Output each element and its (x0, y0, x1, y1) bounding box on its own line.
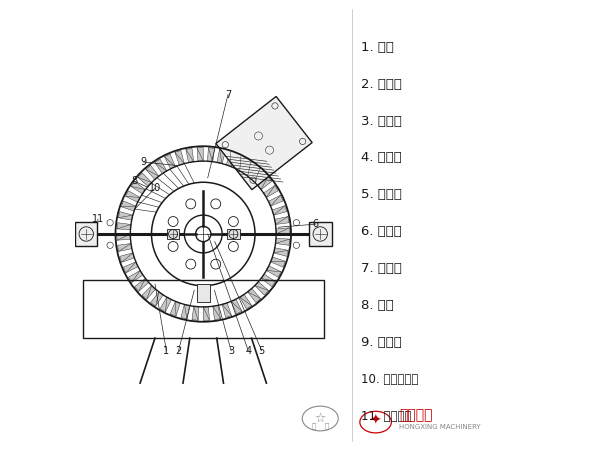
Polygon shape (117, 223, 131, 230)
Polygon shape (128, 270, 143, 283)
Polygon shape (146, 166, 159, 180)
Text: ☆: ☆ (314, 412, 326, 425)
Text: 红星机器: 红星机器 (399, 408, 433, 422)
Polygon shape (134, 279, 149, 292)
Bar (309, 222, 331, 246)
Polygon shape (244, 162, 256, 176)
Polygon shape (170, 302, 180, 316)
Polygon shape (120, 253, 134, 262)
Bar (75, 222, 97, 246)
Polygon shape (208, 148, 215, 162)
Polygon shape (186, 148, 194, 162)
Polygon shape (118, 243, 132, 252)
Text: 10. 弧形内衬板: 10. 弧形内衬板 (361, 373, 418, 386)
Polygon shape (271, 257, 285, 267)
Polygon shape (164, 154, 175, 169)
Polygon shape (266, 266, 281, 277)
Polygon shape (274, 248, 288, 256)
Polygon shape (192, 306, 199, 320)
Text: 3: 3 (228, 346, 234, 356)
Polygon shape (263, 185, 278, 198)
Polygon shape (226, 152, 236, 166)
Text: 9: 9 (140, 157, 146, 167)
Polygon shape (181, 304, 190, 319)
Polygon shape (261, 274, 275, 287)
Polygon shape (125, 191, 140, 202)
Polygon shape (151, 292, 163, 306)
Polygon shape (248, 288, 260, 302)
Bar (197, 284, 209, 302)
Text: ✦: ✦ (370, 414, 382, 428)
Text: 星: 星 (325, 422, 329, 428)
Polygon shape (203, 307, 209, 320)
Text: 3. 出料口: 3. 出料口 (361, 115, 401, 127)
Polygon shape (272, 206, 287, 215)
Text: 7: 7 (225, 90, 231, 99)
Text: 2. 转子盘: 2. 转子盘 (361, 78, 401, 90)
Text: 2: 2 (175, 346, 182, 356)
Polygon shape (258, 176, 272, 189)
Text: 7. 进料咀: 7. 进料咀 (361, 262, 401, 275)
Polygon shape (275, 216, 289, 225)
Polygon shape (222, 303, 232, 318)
Polygon shape (255, 282, 269, 295)
Text: 6. 支撑环: 6. 支撑环 (361, 225, 401, 238)
Polygon shape (155, 159, 167, 174)
Text: 5: 5 (259, 346, 265, 356)
Polygon shape (213, 306, 221, 320)
Text: 10: 10 (149, 183, 161, 194)
Polygon shape (268, 195, 283, 206)
Text: 9. 反击板: 9. 反击板 (361, 336, 401, 349)
Polygon shape (276, 228, 290, 234)
Polygon shape (231, 299, 242, 314)
Text: 5. 支撑杆: 5. 支撑杆 (361, 189, 401, 201)
Polygon shape (124, 262, 138, 273)
Text: 红: 红 (311, 422, 316, 428)
Polygon shape (160, 297, 172, 312)
Polygon shape (235, 156, 247, 171)
Text: 4: 4 (245, 346, 251, 356)
Bar (227, 229, 240, 239)
Polygon shape (197, 148, 203, 161)
Polygon shape (275, 238, 290, 245)
Text: 8: 8 (132, 176, 138, 186)
Polygon shape (216, 96, 312, 189)
Polygon shape (121, 201, 136, 211)
Text: 8. 锤头: 8. 锤头 (361, 299, 394, 312)
Text: 6: 6 (313, 219, 319, 229)
Text: 11. 连接机构: 11. 连接机构 (361, 410, 411, 423)
Polygon shape (251, 169, 265, 182)
Polygon shape (240, 294, 252, 309)
Polygon shape (175, 150, 184, 165)
Polygon shape (117, 234, 131, 240)
Polygon shape (131, 181, 145, 194)
Text: 1: 1 (163, 346, 169, 356)
Polygon shape (217, 149, 226, 164)
Text: 1. 筛板: 1. 筛板 (361, 41, 394, 54)
Polygon shape (138, 173, 152, 186)
Text: HONGXING MACHINERY: HONGXING MACHINERY (399, 423, 481, 430)
Text: 4. 中心轴: 4. 中心轴 (361, 152, 401, 164)
Polygon shape (118, 212, 133, 220)
Bar (83, 279, 324, 338)
Bar (167, 229, 179, 239)
Text: 11: 11 (92, 214, 104, 224)
Polygon shape (142, 286, 155, 299)
